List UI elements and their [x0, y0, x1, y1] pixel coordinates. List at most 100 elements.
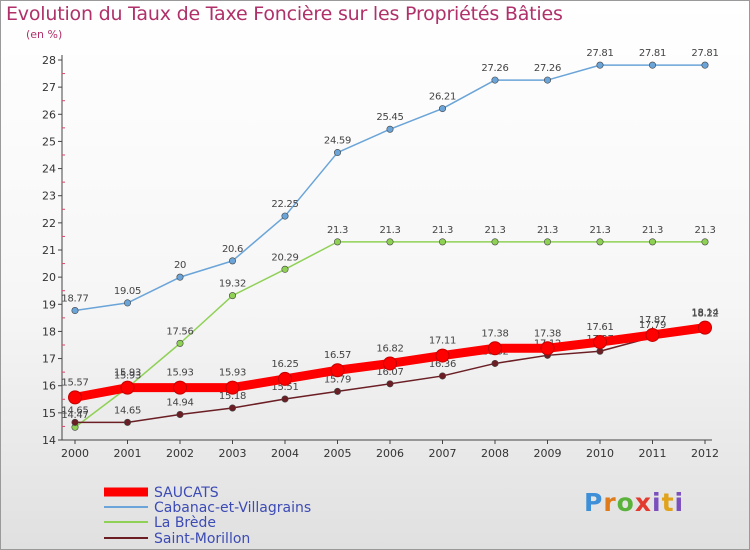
data-label: 21.3 [432, 225, 453, 236]
data-point [488, 341, 502, 356]
y-tick-label: 26 [42, 108, 56, 121]
x-tick-label: 2001 [114, 447, 142, 460]
data-label: 18.14 [691, 308, 718, 319]
data-point [281, 395, 289, 403]
x-tick-label: 2005 [324, 447, 352, 460]
data-label: 17.38 [481, 328, 508, 339]
data-point [543, 76, 551, 84]
data-label: 17.79 [639, 320, 666, 331]
data-label: 17.11 [429, 336, 456, 347]
y-tick-label: 22 [42, 217, 56, 230]
data-point [278, 371, 292, 386]
data-label: 15.93 [166, 368, 193, 379]
data-point [229, 257, 237, 265]
data-label: 15.18 [219, 391, 246, 402]
unit-label: (en %) [26, 28, 63, 41]
data-label: 27.81 [691, 48, 718, 59]
data-point [120, 380, 135, 395]
data-label: 19.05 [114, 286, 141, 297]
data-point [491, 238, 499, 246]
data-point [593, 335, 607, 350]
y-tick-label: 27 [42, 81, 56, 94]
data-point [229, 404, 237, 412]
x-tick-label: 2008 [481, 447, 509, 460]
data-point [281, 212, 289, 220]
data-point [701, 238, 709, 246]
x-tick-label: 2006 [376, 447, 404, 460]
data-label: 19.32 [219, 279, 246, 290]
data-label: 27.81 [639, 48, 666, 59]
data-point [648, 61, 656, 69]
y-tick-label: 20 [42, 271, 56, 284]
data-label: 21.3 [484, 225, 505, 236]
data-label: 15.93 [114, 371, 141, 382]
data-label: 16.25 [271, 359, 298, 370]
data-point [701, 61, 709, 69]
y-tick-label: 24 [42, 163, 56, 176]
data-label: 24.59 [324, 136, 351, 147]
data-point [383, 356, 397, 371]
data-label: 14.65 [114, 405, 141, 416]
x-tick-label: 2007 [429, 447, 457, 460]
data-label: 22.25 [271, 199, 298, 210]
y-tick-label: 15 [42, 407, 56, 420]
data-point [435, 348, 450, 363]
data-label: 21.3 [694, 225, 715, 236]
data-label: 21.3 [642, 225, 663, 236]
x-tick-label: 2009 [534, 447, 562, 460]
data-point [491, 76, 499, 84]
data-label: 18.22 [691, 308, 718, 319]
data-point [386, 125, 394, 133]
data-point [176, 273, 184, 281]
data-label: 16.57 [324, 350, 351, 361]
data-point [543, 238, 551, 246]
data-label: 16.07 [376, 367, 403, 378]
data-point [176, 410, 184, 418]
data-label: 17.56 [166, 326, 193, 337]
y-tick-label: 21 [42, 244, 56, 257]
x-tick-label: 2010 [586, 447, 614, 460]
data-label: 27.26 [481, 63, 508, 74]
data-point [71, 418, 79, 426]
data-point [71, 307, 79, 315]
x-tick-label: 2002 [166, 447, 194, 460]
data-label: 20 [174, 260, 186, 271]
y-tick-label: 28 [42, 54, 56, 67]
legend-label: SAUCATS [154, 485, 219, 501]
y-tick-label: 17 [42, 353, 56, 366]
data-label: 15.51 [271, 382, 298, 393]
legend-label: La Brède [154, 515, 216, 531]
data-label: 14.47 [61, 410, 88, 421]
series-line [74, 64, 706, 312]
data-label: 20.29 [271, 252, 298, 263]
data-point [438, 105, 446, 113]
data-point [491, 359, 499, 367]
data-label: 27.26 [534, 63, 561, 74]
data-label: 17.87 [639, 315, 666, 326]
data-label: 21.3 [327, 225, 348, 236]
data-point [596, 61, 604, 69]
data-point [333, 238, 341, 246]
data-label: 27.81 [586, 48, 613, 59]
data-label: 18.77 [61, 294, 88, 305]
data-point [124, 418, 132, 426]
chart-title: Evolution du Taux de Taxe Foncière sur l… [6, 3, 563, 25]
data-point [438, 372, 446, 380]
y-tick-label: 23 [42, 190, 56, 203]
data-point [648, 238, 656, 246]
y-tick-label: 16 [42, 380, 56, 393]
data-point [645, 327, 660, 342]
data-point [124, 299, 132, 307]
data-label: 17.61 [586, 322, 613, 333]
data-label: 15.57 [61, 377, 88, 388]
x-tick-label: 2003 [219, 447, 247, 460]
legend-label: Cabanac-et-Villagrains [154, 500, 311, 516]
data-point [330, 363, 345, 378]
data-label: 25.45 [376, 112, 403, 123]
data-point [281, 265, 289, 273]
x-tick-label: 2000 [61, 447, 89, 460]
y-tick-label: 14 [42, 434, 56, 447]
x-tick-label: 2011 [639, 447, 667, 460]
